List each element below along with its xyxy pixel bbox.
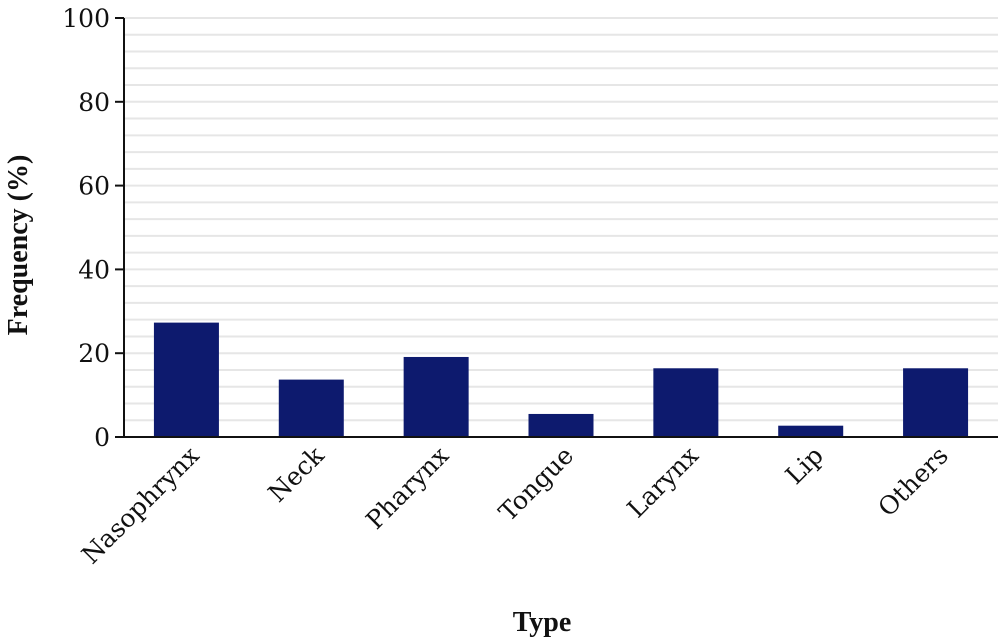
- y-tick-label: 0: [94, 423, 110, 452]
- x-tick-label-larynx: Larynx: [622, 441, 705, 524]
- bar-neck: [278, 379, 344, 437]
- bar-lip: [778, 425, 844, 437]
- axes-group: [123, 18, 998, 438]
- y-tick-label: 100: [62, 4, 110, 33]
- bar-pharynx: [403, 356, 469, 437]
- bar-nasophrynx: [153, 322, 219, 437]
- x-tick-labels: Nasophrynx Neck Pharynx Tongue Larynx Lip Othe…: [76, 440, 954, 569]
- x-tick-label-others: Others: [872, 441, 953, 522]
- bars-group: [153, 322, 969, 437]
- bar-larynx: [653, 368, 719, 437]
- x-tick-label-nasophrynx: Nasophrynx: [76, 441, 205, 570]
- x-tick-label-pharynx: Pharynx: [360, 441, 454, 535]
- y-tick-label: 20: [78, 339, 110, 368]
- y-tick-label: 80: [78, 88, 110, 117]
- x-axis-title: Type: [513, 607, 572, 638]
- y-tick-label: 60: [78, 172, 110, 201]
- y-axis-title: Frequency (%): [3, 155, 34, 336]
- x-tick-label-lip: Lip: [780, 441, 829, 490]
- x-tick-label-neck: Neck: [262, 440, 330, 508]
- x-tick-label-tongue: Tongue: [493, 441, 579, 527]
- y-tick-labels: 0 20 40 60 80 100: [62, 4, 124, 452]
- bar-tongue: [528, 413, 594, 437]
- grid-lines: [124, 17, 998, 422]
- bar-others: [903, 368, 969, 437]
- y-tick-label: 40: [78, 255, 110, 284]
